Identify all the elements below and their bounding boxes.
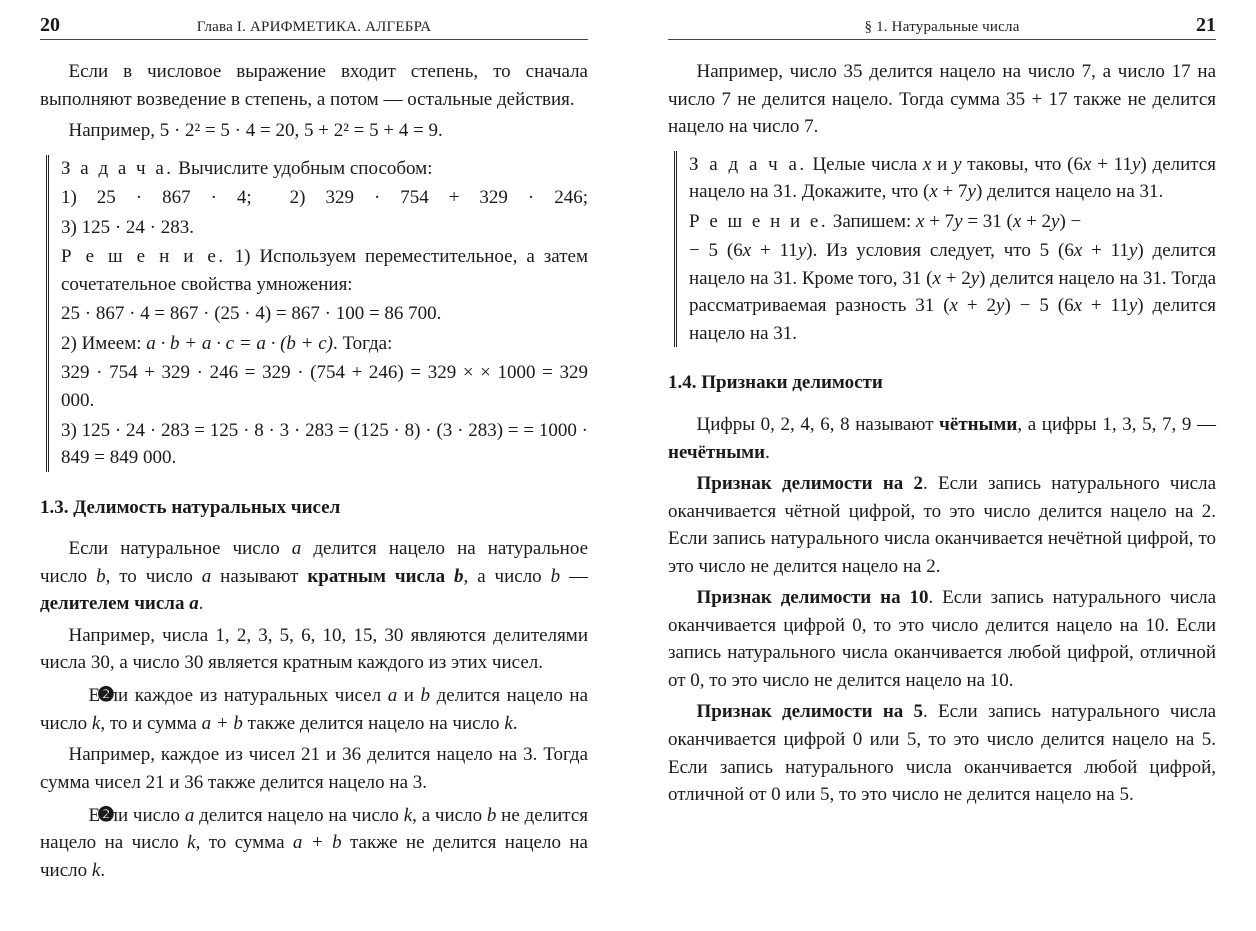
block-line: 2) Имеем: a · b + a · c = a · (b + c). Т… (61, 330, 588, 358)
para: Признак делимости на 2. Если запись нату… (668, 470, 1216, 580)
block-line: Р е ш е н и е. Запишем: x + 7y = 31 (x +… (689, 208, 1216, 236)
label-reshenie: Р е ш е н и е. (689, 211, 828, 232)
running-title-right: § 1. Натуральные числа (708, 19, 1176, 36)
page-number-right: 21 (1176, 14, 1216, 37)
block-line: 1) 25 · 867 · 4; 2) 329 · 754 + 329 · 24… (61, 184, 588, 212)
page-right: § 1. Натуральные числа 21 Например, числ… (628, 0, 1256, 931)
page-number-left: 20 (40, 14, 80, 37)
block-line: Р е ш е н и е. 1) Используем переместите… (61, 243, 588, 298)
bullet-para: ❷Если число a делится нацело на число k,… (40, 801, 588, 885)
bullet-icon: ❷ (69, 801, 89, 830)
running-title-left: Глава I. АРИФМЕТИКА. АЛГЕБРА (80, 19, 548, 36)
block-line: 25 · 867 · 4 = 867 · (25 · 4) = 867 · 10… (61, 300, 588, 328)
para: Например, числа 1, 2, 3, 5, 6, 10, 15, 3… (40, 622, 588, 677)
bullet-para: ❷Если каждое из натуральных чисел a и b … (40, 681, 588, 737)
block-line: 329 · 754 + 329 · 246 = 329 · (754 + 246… (61, 359, 588, 414)
para: Например, число 35 делится нацело на чис… (668, 58, 1216, 141)
para: Признак делимости на 5. Если запись нату… (668, 698, 1216, 808)
content-right: Например, число 35 делится нацело на чис… (668, 58, 1216, 809)
para: Признак делимости на 10. Если запись нат… (668, 584, 1216, 694)
heading-1-3: 1.3. Делимость натуральных чисел (40, 494, 588, 522)
bullet-icon: ❷ (69, 681, 89, 710)
content-left: Если в числовое выражение входит степень… (40, 58, 588, 885)
block-line: З а д а ч а. Вычислите удобным способом: (61, 155, 588, 183)
block-line: 3) 125 · 24 · 283. (61, 214, 588, 242)
block-line: З а д а ч а. Целые числа x и y таковы, ч… (689, 151, 1216, 206)
label-zadacha: З а д а ч а. (61, 158, 174, 179)
heading-1-4: 1.4. Признаки делимости (668, 369, 1216, 397)
block-line: 3) 125 · 24 · 283 = 125 · 8 · 3 · 283 = … (61, 417, 588, 472)
para-example: Например, 5 · 2² = 5 · 4 = 20, 5 + 2² = … (40, 117, 588, 145)
running-head-left: 20 Глава I. АРИФМЕТИКА. АЛГЕБРА (40, 14, 588, 40)
para: Если в числовое выражение входит степень… (40, 58, 588, 113)
block-line: − 5 (6x + 11y). Из условия следует, что … (689, 237, 1216, 347)
para: Цифры 0, 2, 4, 6, 8 называют чётными, а … (668, 411, 1216, 466)
label-reshenie: Р е ш е н и е. (61, 246, 226, 267)
para: Например, каждое из чисел 21 и 36 делитс… (40, 741, 588, 796)
page-spread: 20 Глава I. АРИФМЕТИКА. АЛГЕБРА Если в ч… (0, 0, 1256, 931)
para: Если натуральное число a делится нацело … (40, 535, 588, 618)
running-head-right: § 1. Натуральные числа 21 (668, 14, 1216, 40)
page-left: 20 Глава I. АРИФМЕТИКА. АЛГЕБРА Если в ч… (0, 0, 628, 931)
example-block: З а д а ч а. Целые числа x и y таковы, ч… (674, 151, 1216, 348)
label-zadacha: З а д а ч а. (689, 154, 807, 175)
example-block: З а д а ч а. Вычислите удобным способом:… (46, 155, 588, 472)
